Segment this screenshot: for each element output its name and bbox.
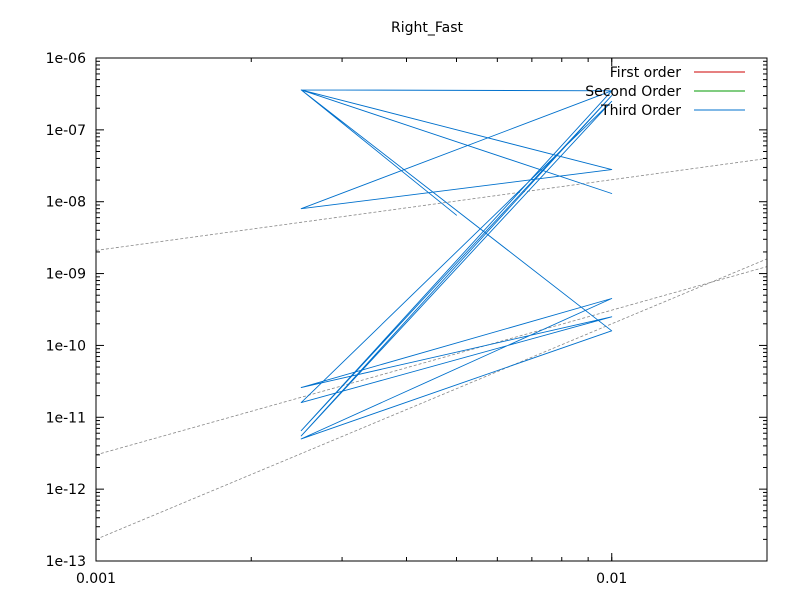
y-tick-label: 1e-13 bbox=[46, 554, 86, 570]
plot-border bbox=[95, 57, 768, 562]
series-layer bbox=[300, 89, 613, 440]
y-tick-label: 1e-10 bbox=[46, 338, 86, 354]
reference-line-3 bbox=[95, 258, 768, 540]
legend-label: Third Order bbox=[600, 103, 681, 119]
axes-layer: 1e-13 1e-12 1e-11 1e-10 1e-09 1e-08 1e-07 1e-06… bbox=[46, 51, 768, 587]
chart-title: Right_Fast bbox=[391, 20, 464, 36]
y-tick-label: 1e-07 bbox=[46, 123, 86, 139]
y-tick-label: 1e-06 bbox=[46, 51, 86, 67]
legend-label: Second Order bbox=[585, 84, 681, 100]
x-tick-label: 0.01 bbox=[596, 571, 627, 587]
y-tick-label: 1e-09 bbox=[46, 267, 86, 283]
y-tick-label: 1e-12 bbox=[46, 482, 86, 498]
legend: First order Second Order Third Order bbox=[585, 65, 745, 119]
y-tick-label: 1e-08 bbox=[46, 195, 86, 211]
y-tick-label: 1e-11 bbox=[46, 410, 86, 426]
reference-lines bbox=[95, 158, 768, 540]
series-line-third-order bbox=[300, 89, 613, 440]
reference-line-2 bbox=[95, 266, 768, 456]
x-tick-label: 0.001 bbox=[76, 571, 116, 587]
reference-line-1 bbox=[95, 158, 768, 251]
legend-label: First order bbox=[610, 65, 681, 81]
